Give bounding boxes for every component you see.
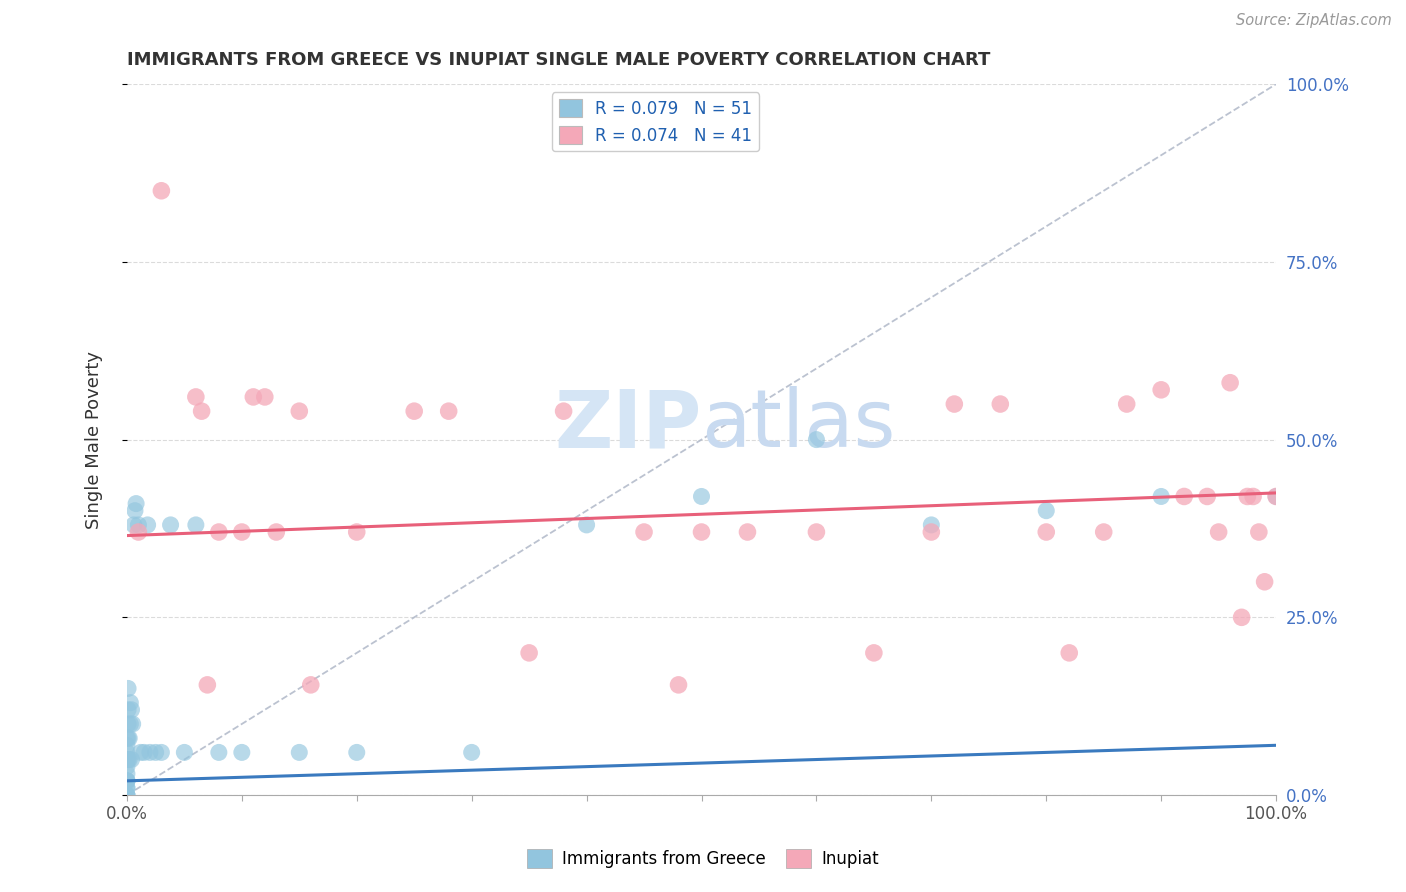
Point [115,788,138,802]
Point [115,788,138,802]
Point [115,739,138,753]
Point [242,390,264,404]
Point [118,752,141,766]
Point [121,752,143,766]
Point [737,524,759,539]
Point [1057,646,1080,660]
Point [437,404,460,418]
Point [575,517,598,532]
Legend: Immigrants from Greece, Inupiat: Immigrants from Greece, Inupiat [520,843,886,875]
Point [115,746,138,760]
Point [115,773,138,788]
Point [122,517,145,532]
Point [150,746,173,760]
Point [115,773,138,788]
Point [121,703,143,717]
Point [190,404,212,418]
Point [668,678,690,692]
Text: atlas: atlas [702,386,896,465]
Point [1208,524,1230,539]
Point [1241,490,1264,504]
Point [208,524,231,539]
Point [145,746,167,760]
Point [266,524,288,539]
Point [124,504,146,518]
Point [173,746,195,760]
Point [121,717,143,731]
Point [117,717,139,731]
Point [1219,376,1241,390]
Point [253,390,276,404]
Point [346,746,368,760]
Y-axis label: Single Male Poverty: Single Male Poverty [86,351,103,529]
Point [690,524,713,539]
Point [117,731,139,746]
Point [690,490,713,504]
Point [1035,504,1057,518]
Point [115,780,138,795]
Point [1236,490,1258,504]
Point [184,517,207,532]
Point [115,766,138,780]
Point [129,746,152,760]
Point [117,752,139,766]
Point [920,524,942,539]
Point [120,696,142,710]
Point [115,752,138,766]
Point [118,731,141,746]
Text: IMMIGRANTS FROM GREECE VS INUPIAT SINGLE MALE POVERTY CORRELATION CHART: IMMIGRANTS FROM GREECE VS INUPIAT SINGLE… [127,51,990,69]
Point [1247,524,1270,539]
Point [1115,397,1137,411]
Point [127,524,149,539]
Point [553,404,575,418]
Point [136,517,159,532]
Point [125,497,148,511]
Point [115,773,138,788]
Point [115,780,138,795]
Point [1253,574,1275,589]
Point [346,524,368,539]
Point [1173,490,1195,504]
Point [120,717,142,731]
Point [988,397,1011,411]
Legend: R = 0.079   N = 51, R = 0.074   N = 41: R = 0.079 N = 51, R = 0.074 N = 41 [553,93,759,152]
Point [1035,524,1057,539]
Point [1197,490,1219,504]
Point [184,390,207,404]
Point [159,517,181,532]
Point [1265,490,1288,504]
Point [231,524,253,539]
Point [288,746,311,760]
Point [633,524,655,539]
Point [195,678,218,692]
Point [920,517,942,532]
Point [1150,383,1173,397]
Point [404,404,426,418]
Point [806,433,828,447]
Point [299,678,322,692]
Point [943,397,966,411]
Point [231,746,253,760]
Point [115,731,138,746]
Point [1265,490,1288,504]
Text: ZIP: ZIP [554,386,702,465]
Point [1230,610,1253,624]
Point [1150,490,1173,504]
Point [115,788,138,802]
Point [134,746,156,760]
Text: Source: ZipAtlas.com: Source: ZipAtlas.com [1236,13,1392,29]
Point [127,517,149,532]
Point [117,703,139,717]
Point [139,746,162,760]
Point [115,759,138,773]
Point [517,646,540,660]
Point [460,746,482,760]
Point [806,524,828,539]
Point [208,746,231,760]
Point [150,184,173,198]
Point [1092,524,1115,539]
Point [117,681,139,696]
Point [288,404,311,418]
Point [863,646,886,660]
